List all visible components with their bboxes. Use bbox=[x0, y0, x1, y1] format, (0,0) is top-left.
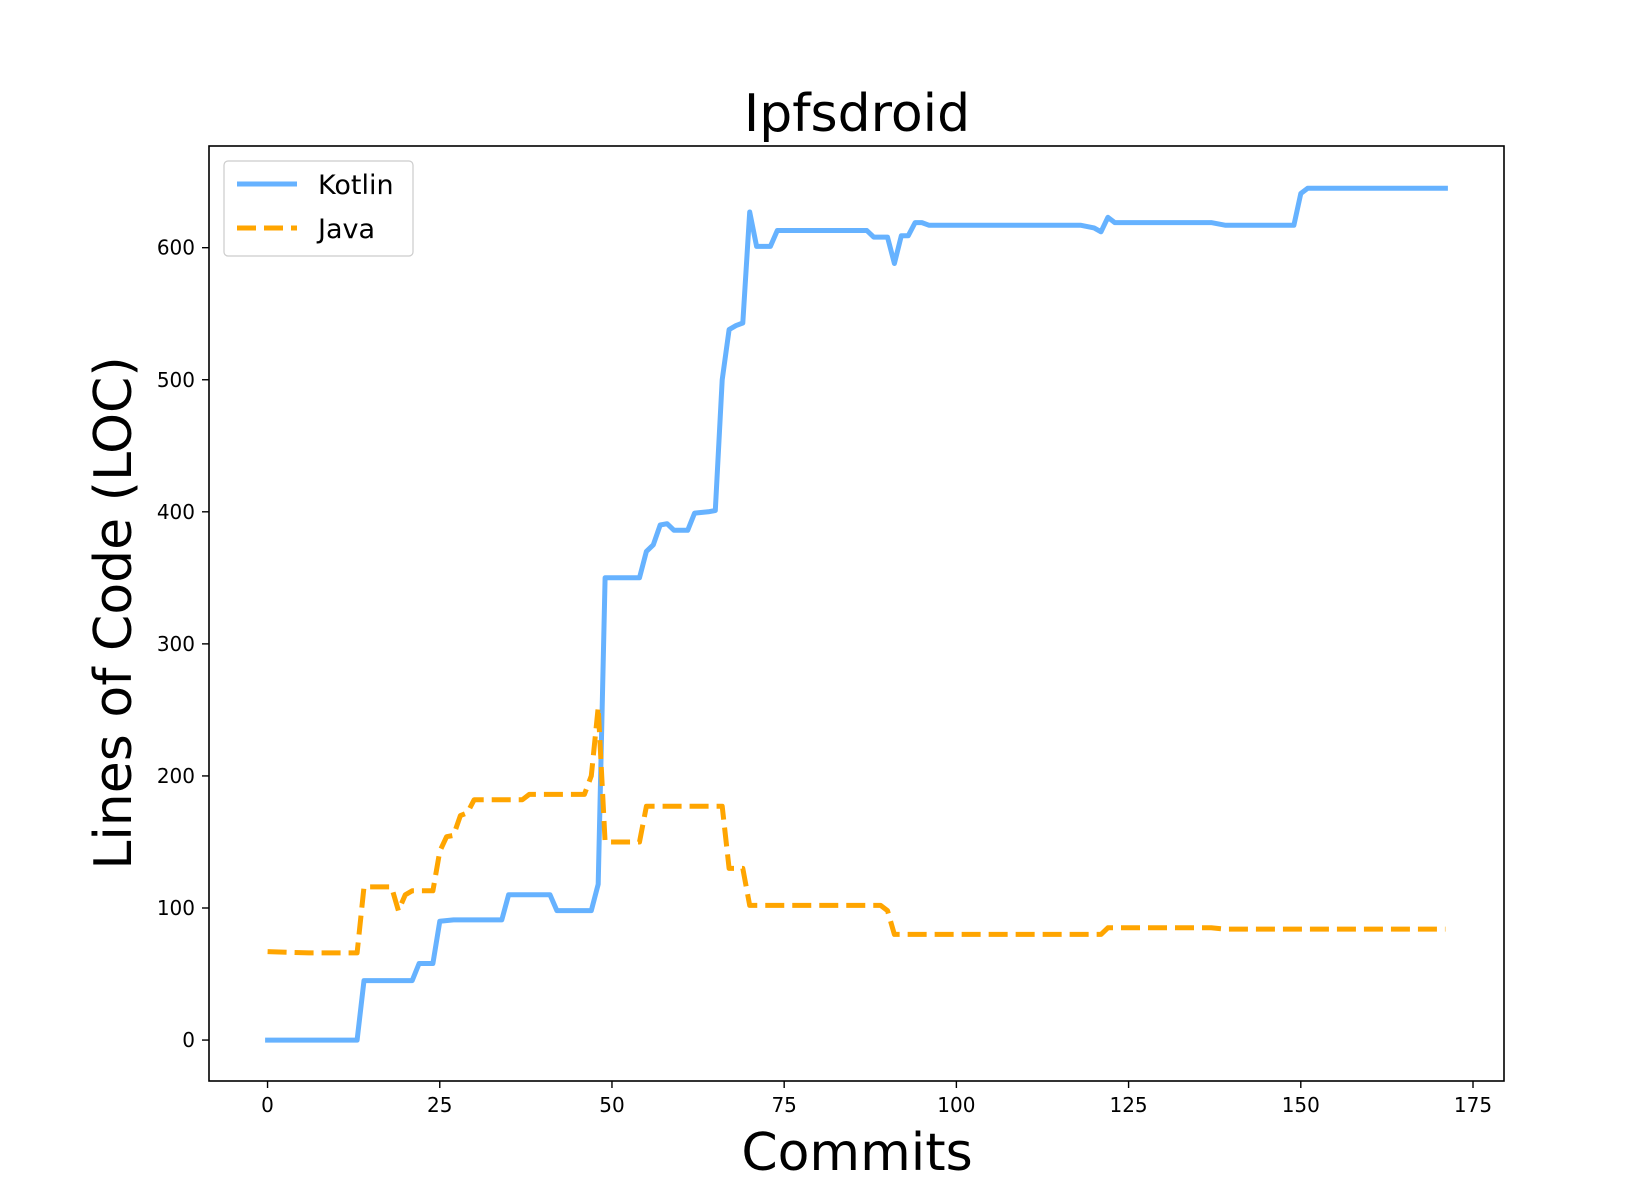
x-tick-label: 75 bbox=[771, 1093, 796, 1117]
y-axis-title: Lines of Code (LOC) bbox=[84, 356, 144, 869]
series-line-java bbox=[267, 704, 1446, 956]
y-tick-label: 600 bbox=[157, 236, 195, 260]
y-tick-label: 500 bbox=[157, 368, 195, 392]
chart-title: Ipfsdroid bbox=[744, 84, 970, 144]
legend: Kotlin Java bbox=[223, 160, 414, 257]
x-tick-label: 50 bbox=[599, 1093, 624, 1117]
x-tick-label: 0 bbox=[261, 1093, 274, 1117]
y-tick-label: 100 bbox=[157, 896, 195, 920]
x-axis-title: Commits bbox=[741, 1123, 972, 1183]
x-axis: 0 25 50 75 100 125 150 175 bbox=[261, 1081, 1492, 1117]
series-layer bbox=[265, 185, 1448, 1043]
y-axis: 0 100 200 300 400 500 600 bbox=[157, 236, 209, 1052]
plot-area bbox=[208, 145, 1505, 1082]
series-line-kotlin bbox=[265, 185, 1448, 1043]
y-tick-label: 400 bbox=[157, 500, 195, 524]
x-tick-label: 150 bbox=[1282, 1093, 1320, 1117]
y-tick-label: 0 bbox=[182, 1028, 195, 1052]
y-tick-label: 300 bbox=[157, 632, 195, 656]
x-tick-label: 100 bbox=[937, 1093, 975, 1117]
plot-frame bbox=[208, 145, 1505, 1082]
y-tick-label: 200 bbox=[157, 764, 195, 788]
legend-label-java: Java bbox=[316, 214, 375, 245]
x-tick-label: 175 bbox=[1454, 1093, 1492, 1117]
x-tick-label: 125 bbox=[1109, 1093, 1147, 1117]
x-tick-label: 25 bbox=[427, 1093, 452, 1117]
legend-label-kotlin: Kotlin bbox=[318, 170, 394, 201]
